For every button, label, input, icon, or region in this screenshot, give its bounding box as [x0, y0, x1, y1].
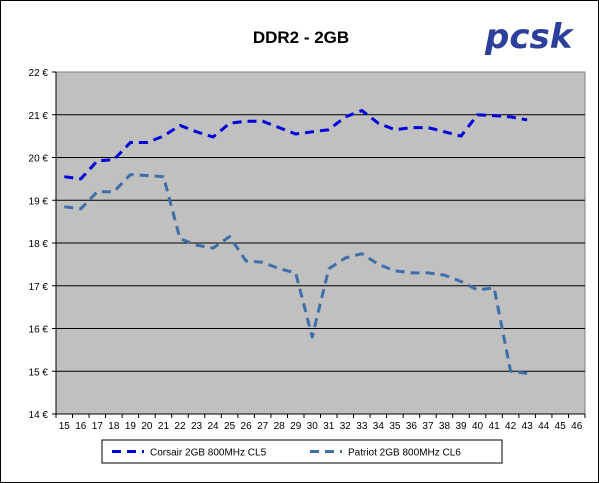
- chart-title: DDR2 - 2GB: [253, 28, 349, 47]
- x-tick-label: 16: [75, 421, 87, 432]
- y-tick-label: 18 €: [29, 239, 49, 250]
- y-tick-label: 22 €: [29, 68, 49, 79]
- x-tick-label: 28: [274, 421, 286, 432]
- y-tick-label: 17 €: [29, 282, 49, 293]
- x-tick-label: 36: [406, 421, 418, 432]
- x-tick-label: 40: [472, 421, 484, 432]
- x-tick-label: 23: [191, 421, 203, 432]
- x-tick-label: 38: [439, 421, 451, 432]
- pcsk-logo: pcsk: [484, 17, 575, 57]
- y-tick-label: 19 €: [29, 196, 49, 207]
- x-tick-label: 30: [307, 421, 319, 432]
- x-tick-label: 21: [158, 421, 170, 432]
- x-tick-label: 22: [174, 421, 186, 432]
- series-line-2: [64, 173, 528, 375]
- x-tick-label: 34: [373, 421, 385, 432]
- series-line-1: [64, 109, 528, 181]
- x-tick-label: 27: [257, 421, 269, 432]
- x-tick-label: 26: [241, 421, 253, 432]
- x-tick-label: 37: [422, 421, 434, 432]
- y-tick-label: 14 €: [29, 410, 49, 421]
- x-tick-label: 33: [356, 421, 368, 432]
- x-tick-label: 44: [538, 421, 550, 432]
- y-tick-label: 16 €: [29, 325, 49, 336]
- x-tick-label: 32: [340, 421, 352, 432]
- x-tick-label: 25: [224, 421, 236, 432]
- x-tick-label: 20: [141, 421, 153, 432]
- x-tick-label: 17: [92, 421, 104, 432]
- x-tick-label: 18: [108, 421, 120, 432]
- x-tick-label: 41: [489, 421, 501, 432]
- x-tick-label: 29: [290, 421, 302, 432]
- y-tick-label: 21 €: [29, 111, 49, 122]
- x-tick-label: 42: [505, 421, 517, 432]
- legend-label-1: Corsair 2GB 800MHz CL5: [150, 448, 267, 459]
- x-tick-label: 46: [571, 421, 583, 432]
- y-tick-label: 15 €: [29, 367, 49, 378]
- x-tick-label: 24: [207, 421, 219, 432]
- legend-box: [101, 439, 503, 464]
- x-tick-label: 15: [59, 421, 71, 432]
- legend-label-2: Patriot 2GB 800MHz CL6: [348, 448, 461, 459]
- x-tick-label: 19: [125, 421, 137, 432]
- x-tick-label: 39: [455, 421, 467, 432]
- x-tick-label: 35: [389, 421, 401, 432]
- x-tick-label: 31: [323, 421, 335, 432]
- y-tick-label: 20 €: [29, 154, 49, 165]
- x-tick-label: 43: [522, 421, 534, 432]
- x-tick-label: 45: [555, 421, 567, 432]
